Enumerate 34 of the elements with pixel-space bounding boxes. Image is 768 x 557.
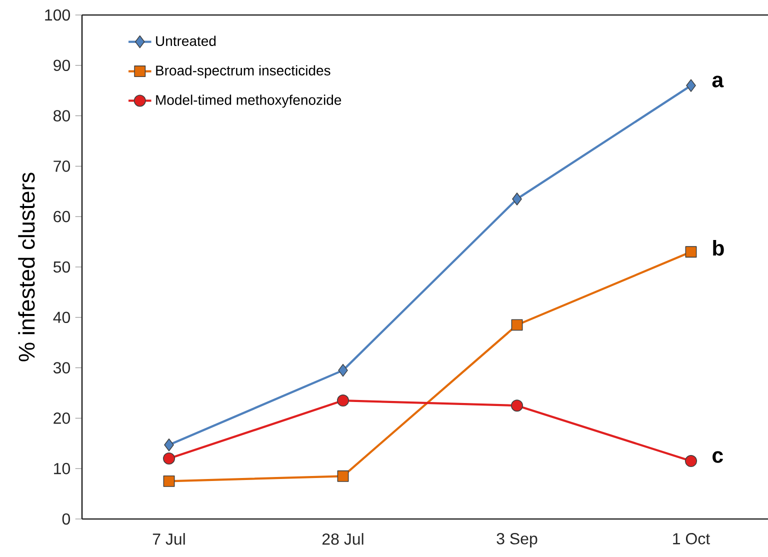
point [685, 455, 697, 468]
point [685, 246, 697, 258]
point [511, 319, 523, 331]
y-tick-label: 20 [54, 412, 70, 424]
legend-label: Broad-spectrum insecticides [156, 65, 330, 78]
y-axis-title: % infested clusters [18, 172, 35, 362]
point [337, 470, 349, 482]
y-tick-label: 90 [54, 60, 70, 72]
y-tick-label: 80 [54, 110, 70, 122]
y-tick-label: 30 [53, 362, 70, 374]
y-tick-label: 60 [54, 210, 70, 222]
point [337, 394, 350, 407]
point [338, 364, 348, 377]
point [163, 475, 175, 487]
x-tick-label: 1 Oct [673, 533, 710, 544]
x-tick-label: 28 Jul [322, 533, 364, 545]
x-tick-label: 3 Sep [496, 533, 538, 548]
legend-label: Untreated [156, 36, 216, 46]
y-tick-label: 100 [45, 9, 70, 21]
annotation: c [712, 451, 723, 463]
annotation: b [713, 240, 724, 256]
y-tick-label: 70 [54, 160, 70, 172]
y-tick-label: 10 [54, 462, 70, 474]
y-tick-label: 40 [53, 312, 70, 324]
point [164, 438, 174, 452]
annotation: a [712, 76, 724, 88]
y-tick-label: 0 [62, 513, 70, 525]
legend-label: Model-timed methoxyfenozide [156, 94, 342, 108]
point [686, 79, 696, 92]
point [512, 192, 522, 206]
point [163, 452, 176, 465]
y-tick-label: 50 [53, 261, 70, 273]
point [511, 400, 524, 412]
x-tick-label: 7 Jul [152, 533, 185, 545]
